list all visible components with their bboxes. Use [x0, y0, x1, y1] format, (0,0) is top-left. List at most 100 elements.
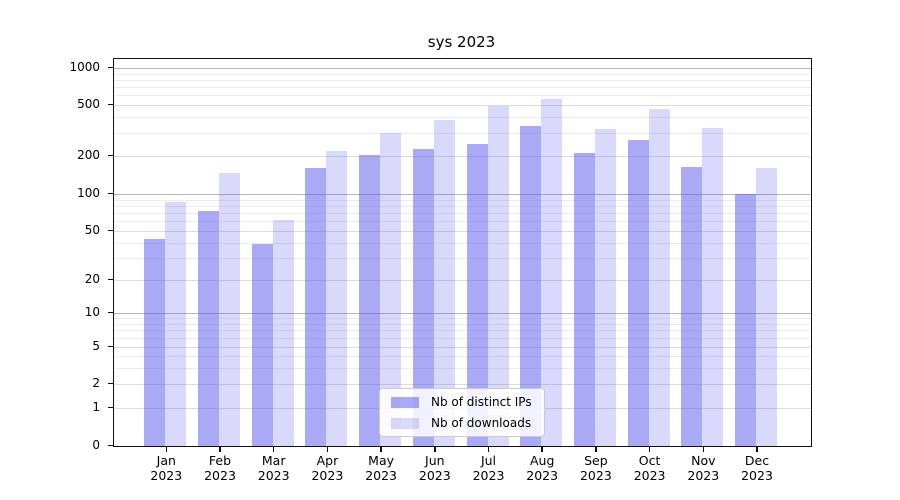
y-tick-label: 100 [77, 186, 100, 200]
x-tick-mark [595, 446, 597, 452]
y-tick-label: 50 [84, 223, 100, 237]
gridline [114, 156, 811, 157]
bar-distinct-ips [520, 126, 542, 446]
bar-distinct-ips [573, 152, 595, 446]
gridline [114, 347, 811, 348]
y-tick-mark [108, 192, 113, 194]
gridline [114, 105, 811, 106]
gridline [114, 280, 811, 281]
gridline-minor [114, 199, 811, 201]
bar-downloads [165, 202, 187, 446]
gridline [114, 231, 811, 232]
gridline-minor [114, 73, 811, 75]
bar-distinct-ips [305, 168, 327, 446]
bar-distinct-ips [198, 210, 219, 446]
x-tick-mark [541, 446, 543, 452]
gridline-major [114, 194, 811, 195]
x-tick-label: Aug 2023 [526, 453, 559, 483]
gridline-minor [114, 95, 811, 97]
y-tick-mark [108, 154, 113, 156]
y-tick-mark [108, 229, 113, 231]
x-tick-label: Nov 2023 [687, 453, 720, 483]
bar-distinct-ips [251, 244, 273, 446]
gridline-minor [114, 338, 811, 340]
x-tick-mark [434, 446, 436, 452]
gridline-minor [114, 87, 811, 89]
legend-item-label: Nb of downloads [431, 416, 532, 430]
legend-swatch-downloads [391, 417, 419, 429]
y-tick-mark [108, 444, 113, 446]
x-tick-label: Sep 2023 [579, 453, 612, 483]
gridline-minor [114, 242, 811, 244]
gridline-major [114, 68, 811, 69]
x-tick-mark [219, 446, 221, 452]
legend-item-label: Nb of distinct IPs [431, 395, 532, 409]
legend-swatch-distinct-ips [391, 396, 419, 408]
x-tick-label: Feb 2023 [204, 453, 236, 483]
y-tick-label: 0 [92, 438, 100, 452]
bar-distinct-ips [681, 166, 703, 446]
y-tick-mark [108, 345, 113, 347]
y-tick-label: 1000 [69, 60, 100, 74]
bar-distinct-ips [627, 140, 649, 446]
gridline-minor [114, 330, 811, 332]
y-tick-label: 5 [92, 339, 100, 353]
x-tick-mark [272, 446, 275, 452]
bar-downloads [702, 128, 724, 446]
legend-item: Nb of downloads [386, 414, 538, 432]
y-tick-mark [108, 311, 113, 313]
bar-downloads [756, 168, 777, 446]
legend: Nb of distinct IPs Nb of downloads [379, 388, 545, 437]
y-tick-label: 500 [77, 97, 100, 111]
x-tick-mark [326, 446, 329, 452]
y-tick-label: 1 [92, 400, 100, 414]
bar-downloads [380, 133, 402, 446]
bar-downloads [487, 106, 509, 446]
x-tick-mark [702, 446, 705, 452]
x-tick-mark [165, 446, 168, 452]
bar-distinct-ips [735, 194, 756, 446]
x-tick-label: Oct 2023 [633, 453, 666, 483]
y-tick-label: 2 [92, 376, 100, 390]
x-tick-label: Mar 2023 [257, 453, 290, 483]
bar-downloads [648, 109, 670, 446]
x-tick-mark [380, 446, 382, 452]
gridline-minor [114, 367, 811, 369]
bar-distinct-ips [144, 239, 166, 446]
gridline-minor [114, 117, 811, 119]
x-tick-label: Jun 2023 [418, 453, 451, 483]
bar-downloads [594, 128, 616, 446]
x-tick-label: May 2023 [365, 453, 397, 483]
x-tick-label: Jul 2023 [472, 453, 505, 483]
gridline-minor [114, 356, 811, 357]
gridline-minor [114, 133, 811, 135]
gridline-minor [114, 323, 811, 325]
y-tick-mark [108, 66, 113, 68]
gridline-minor [114, 258, 811, 260]
chart-title: sys 2023 [427, 33, 496, 51]
y-tick-label: 10 [84, 305, 100, 319]
bar-downloads [219, 172, 240, 446]
y-tick-label: 20 [84, 272, 100, 286]
bar-downloads [433, 120, 455, 446]
bar-distinct-ips [412, 148, 434, 446]
gridline-major [114, 313, 811, 314]
gridline-minor [114, 318, 811, 320]
x-tick-mark [487, 446, 490, 452]
gridline-minor [114, 221, 811, 223]
gridline-minor [114, 79, 811, 81]
bar-downloads [541, 98, 563, 446]
plot-area [113, 58, 812, 447]
x-tick-label: Dec 2023 [741, 453, 773, 483]
gridline-minor [114, 205, 811, 207]
y-tick-mark [108, 382, 113, 384]
y-tick-mark [108, 103, 113, 105]
bar-distinct-ips [359, 154, 381, 446]
legend-item: Nb of distinct IPs [386, 393, 538, 411]
x-tick-mark [648, 446, 651, 452]
y-tick-label: 200 [77, 148, 100, 162]
x-tick-mark [756, 446, 758, 452]
bar-downloads [272, 219, 294, 446]
x-tick-label: Apr 2023 [311, 453, 344, 483]
